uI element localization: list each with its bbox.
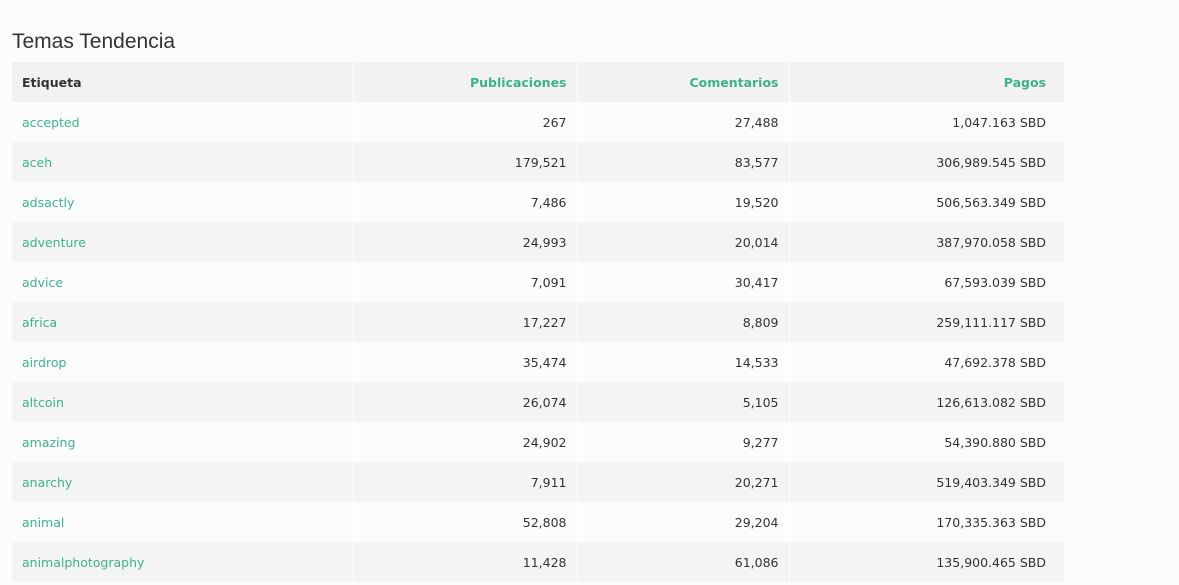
payouts-cell: 135,900.465 SBD	[936, 554, 1046, 570]
table-row: amazing 24,902 9,277 54,390.880 SBD	[12, 422, 1064, 462]
tag-cell: adventure	[12, 222, 354, 262]
tag-cell: africa	[12, 302, 354, 342]
posts-cell: 267	[353, 102, 578, 142]
trending-tags-table: Etiqueta Publicaciones Comentarios Pagos…	[12, 62, 1064, 582]
comments-cell: 61,086	[577, 542, 790, 582]
tag-cell: animal	[12, 502, 354, 542]
table-row: aceh 179,521 83,577 306,989.545 SBD	[12, 142, 1064, 182]
payouts-cell: 519,403.349 SBD	[936, 474, 1046, 490]
table-row: advice 7,091 30,417 67,593.039 SBD	[12, 262, 1064, 302]
posts-cell: 24,993	[353, 222, 578, 262]
comments-cell: 30,417	[577, 262, 790, 302]
table-row: africa 17,227 8,809 259,111.117 SBD	[12, 302, 1064, 342]
posts-cell: 35,474	[353, 342, 578, 382]
tag-link[interactable]: animalphotography	[22, 554, 145, 570]
comments-cell: 20,014	[577, 222, 790, 262]
posts-cell: 26,074	[353, 382, 578, 422]
tag-link[interactable]: anarchy	[22, 474, 73, 490]
tag-link[interactable]: amazing	[22, 434, 76, 450]
payouts-cell: 47,692.378 SBD	[944, 354, 1046, 370]
payouts-cell: 67,593.039 SBD	[944, 274, 1046, 290]
tag-cell: amazing	[12, 422, 354, 462]
table-row: accepted 267 27,488 1,047.163 SBD	[12, 102, 1064, 142]
page-title: Temas Tendencia	[12, 30, 176, 53]
payouts-cell: 126,613.082 SBD	[936, 394, 1046, 410]
posts-cell: 17,227	[353, 302, 578, 342]
comments-cell: 9,277	[577, 422, 790, 462]
payouts-cell: 170,335.363 SBD	[936, 514, 1046, 530]
tag-cell: anarchy	[12, 462, 354, 502]
posts-cell: 179,521	[353, 142, 578, 182]
comments-cell: 83,577	[577, 142, 790, 182]
tag-link[interactable]: altcoin	[22, 394, 64, 410]
comments-cell: 20,271	[577, 462, 790, 502]
tag-link[interactable]: aceh	[22, 154, 53, 170]
table-row: adsactly 7,486 19,520 506,563.349 SBD	[12, 182, 1064, 222]
posts-cell: 7,091	[353, 262, 578, 302]
tag-cell: advice	[12, 262, 354, 302]
payouts-cell: 387,970.058 SBD	[936, 234, 1046, 250]
tag-link[interactable]: airdrop	[22, 354, 67, 370]
tag-link[interactable]: accepted	[22, 114, 80, 130]
tag-link[interactable]: adventure	[22, 234, 86, 250]
tag-cell: accepted	[12, 102, 354, 142]
table-body: accepted 267 27,488 1,047.163 SBD aceh 179,52…	[12, 102, 1064, 582]
comments-cell: 19,520	[577, 182, 790, 222]
payouts-cell: 54,390.880 SBD	[944, 434, 1046, 450]
tag-cell: airdrop	[12, 342, 354, 382]
column-header-tag: Etiqueta	[12, 62, 354, 102]
comments-cell: 27,488	[577, 102, 790, 142]
comments-cell: 5,105	[577, 382, 790, 422]
table-row: anarchy 7,911 20,271 519,403.349 SBD	[12, 462, 1064, 502]
payouts-cell: 506,563.349 SBD	[936, 194, 1046, 210]
posts-cell: 7,486	[353, 182, 578, 222]
comments-cell: 14,533	[577, 342, 790, 382]
column-header-comments[interactable]: Comentarios	[577, 62, 790, 102]
comments-cell: 29,204	[577, 502, 790, 542]
posts-cell: 7,911	[353, 462, 578, 502]
table-row: animalphotography 11,428 61,086 135,900.465…	[12, 542, 1064, 582]
payouts-cell: 306,989.545 SBD	[936, 154, 1046, 170]
column-header-posts[interactable]: Publicaciones	[353, 62, 578, 102]
table-row: altcoin 26,074 5,105 126,613.082 SBD	[12, 382, 1064, 422]
payouts-cell: 1,047.163 SBD	[952, 114, 1046, 130]
comments-cell: 8,809	[577, 302, 790, 342]
posts-cell: 24,902	[353, 422, 578, 462]
tag-cell: altcoin	[12, 382, 354, 422]
tag-link[interactable]: africa	[22, 314, 58, 330]
column-header-payouts[interactable]: Pagos	[789, 62, 1064, 102]
posts-cell: 52,808	[353, 502, 578, 542]
table-row: adventure 24,993 20,014 387,970.058 SBD	[12, 222, 1064, 262]
table-header: Etiqueta Publicaciones Comentarios Pagos	[12, 62, 1064, 102]
posts-cell: 11,428	[353, 542, 578, 582]
payouts-cell: 259,111.117 SBD	[936, 314, 1046, 330]
header-row: Etiqueta Publicaciones Comentarios Pagos	[12, 62, 1064, 102]
tag-link[interactable]: advice	[22, 274, 64, 290]
tag-cell: aceh	[12, 142, 354, 182]
tag-link[interactable]: animal	[22, 514, 65, 530]
table-row: airdrop 35,474 14,533 47,692.378 SBD	[12, 342, 1064, 382]
tag-link[interactable]: adsactly	[22, 194, 75, 210]
tag-cell: animalphotography	[12, 542, 354, 582]
table-row: animal 52,808 29,204 170,335.363 SBD	[12, 502, 1064, 542]
tag-cell: adsactly	[12, 182, 354, 222]
